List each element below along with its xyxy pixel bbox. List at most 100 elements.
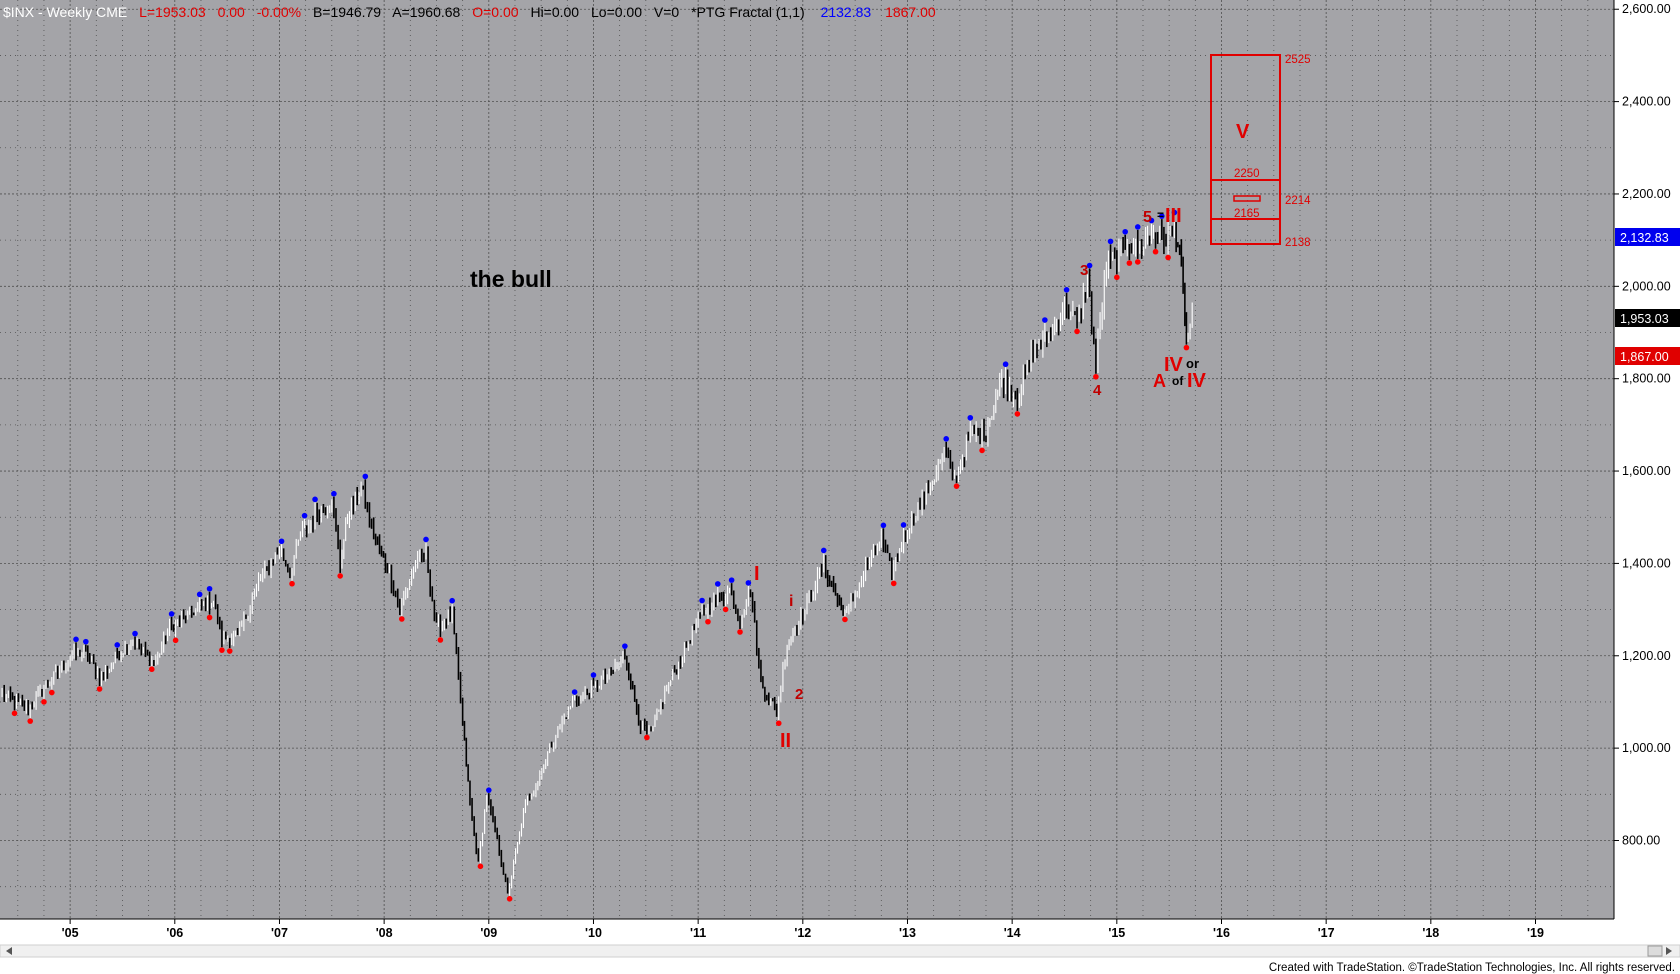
x-tick-label: '10 — [585, 926, 602, 940]
price-tag-last-text: 1,953.03 — [1620, 312, 1669, 326]
fractal-low-dot — [1014, 411, 1021, 417]
x-tick-label: '08 — [376, 926, 393, 940]
fractal-low-dot — [1165, 254, 1171, 261]
footer-copyright: Created with TradeStation. ©TradeStation… — [1269, 962, 1675, 974]
wave-label-i: i — [789, 593, 793, 610]
fractal-high-dot — [1086, 262, 1093, 269]
fractal-high-dot — [168, 611, 175, 617]
fractal-high-dot — [114, 642, 121, 648]
y-tick-label: 1,000.00 — [1622, 741, 1671, 755]
y-tick-label: 800.00 — [1622, 833, 1660, 847]
fractal-low-dot — [775, 720, 782, 727]
header-ind-high: 2132.83 — [821, 4, 872, 20]
fractal-high-dot — [1122, 228, 1128, 235]
wave-label-I: I — [754, 563, 760, 585]
fractal-high-dot — [699, 597, 705, 604]
fractal-low-dot — [1074, 328, 1080, 335]
wave-label-3: 3 — [1080, 262, 1088, 279]
price-tag-high-text: 2,132.83 — [1620, 231, 1669, 245]
target-2165-label: 2165 — [1234, 208, 1260, 220]
fractal-low-dot — [337, 573, 343, 579]
fractal-low-dot — [1134, 259, 1141, 265]
fractal-low-dot — [289, 580, 295, 587]
price-tag-low-text: 1,867.00 — [1620, 350, 1669, 364]
header-volume: V=0 — [654, 4, 680, 20]
fractal-low-dot — [226, 648, 233, 654]
wave-label-III: III — [1165, 205, 1182, 227]
scrollbar-thumb[interactable] — [1647, 945, 1663, 957]
target-2138-label: 2138 — [1285, 237, 1311, 249]
svg-text:$INX - Weekly CME L=1953.: $INX - Weekly CME L=1953.03 0.00 -0.00% … — [3, 4, 936, 20]
x-tick-label: '09 — [480, 926, 497, 940]
fractal-low-dot — [172, 637, 179, 644]
fractal-high-dot — [1159, 213, 1165, 219]
header-high: Hi=0.00 — [530, 4, 579, 20]
price-axis-labels: 800.00 1,000.00 1,200.00 1,400.00 1,600.00 1,… — [1614, 2, 1671, 847]
plot-area — [0, 0, 1614, 919]
fractal-high-dot — [1107, 238, 1114, 245]
scroll-left-arrow-icon[interactable] — [6, 947, 12, 955]
fractal-high-dot — [1171, 209, 1178, 216]
wave-label-IV-alt: IV — [1187, 370, 1207, 392]
fractal-high-dot — [1002, 361, 1009, 368]
fractal-high-dot — [331, 490, 337, 497]
header-ind-low: 1867.00 — [885, 4, 936, 20]
fractal-low-dot — [722, 606, 729, 613]
header-ask: A=1960.68 — [392, 4, 460, 20]
fractal-low-dot — [41, 699, 47, 705]
fractal-low-dot — [842, 616, 848, 623]
x-tick-label: '17 — [1318, 926, 1335, 940]
header-bid: B=1946.79 — [313, 4, 381, 20]
fractal-low-dot — [644, 734, 650, 741]
x-tick-label: '15 — [1108, 926, 1125, 940]
horizontal-scrollbar[interactable] — [0, 944, 1680, 958]
fractal-low-dot — [979, 447, 985, 454]
x-tick-label: '05 — [62, 926, 79, 940]
wave-v-target-box: 2525 2250 2214 2165 2138 — [1210, 54, 1311, 249]
fractal-low-dot — [1114, 274, 1120, 281]
header-open: O=0.00 — [472, 4, 519, 20]
y-tick-label: 2,400.00 — [1622, 95, 1671, 109]
x-tick-label: '11 — [690, 926, 706, 940]
fractal-high-dot — [571, 689, 578, 695]
x-tick-label: '07 — [271, 926, 288, 940]
fractal-high-dot — [590, 672, 597, 678]
fractal-high-dot — [132, 630, 138, 637]
scroll-right-arrow-icon[interactable] — [1666, 947, 1672, 955]
header-indicator: *PTG Fractal (1,1) — [691, 4, 805, 20]
y-tick-label: 1,400.00 — [1622, 556, 1671, 570]
wave-label-of: of — [1172, 374, 1184, 388]
fractal-high-dot — [423, 536, 429, 543]
fractal-high-dot — [622, 643, 628, 649]
fractal-high-dot — [312, 496, 318, 503]
fractal-low-dot — [737, 629, 743, 635]
wave-labels: I II i 2 3 4 5 = III IV or A of IV V — [754, 121, 1250, 752]
x-tick-label: '06 — [166, 926, 183, 940]
fractal-high-dot — [900, 522, 907, 528]
fractal-low-dot — [49, 689, 55, 696]
fractal-high-dot — [196, 591, 203, 598]
date-axis — [0, 919, 1680, 945]
fractal-high-dot — [73, 636, 79, 643]
fractal-low-dot — [148, 666, 155, 673]
fractal-low-dot — [27, 718, 34, 724]
wave-label-A: A — [1153, 371, 1166, 391]
fractal-low-dot — [705, 618, 711, 625]
x-tick-label: '16 — [1213, 926, 1230, 940]
header-low: Lo=0.00 — [591, 4, 642, 20]
wave-label-5: 5 — [1143, 209, 1152, 226]
x-tick-label: '19 — [1527, 926, 1544, 940]
date-axis-labels: '05 '06 '07 '08 '09 '10 '11 '12 '13 '14 '15 '16 '17 '… — [62, 919, 1544, 940]
fractal-high-dot — [967, 414, 974, 421]
price-tag-low: 1,867.00 — [1615, 347, 1680, 365]
fractal-high-dot — [880, 522, 887, 529]
chart-annotation-title: the bull — [470, 266, 552, 292]
fractal-high-dot — [1042, 317, 1048, 323]
target-2525-label: 2525 — [1285, 54, 1311, 66]
fractal-high-dot — [278, 538, 285, 545]
header-symbol: $INX - Weekly CME — [3, 4, 127, 20]
header-last: L=1953.03 — [139, 4, 206, 20]
x-tick-label: '12 — [794, 926, 811, 940]
